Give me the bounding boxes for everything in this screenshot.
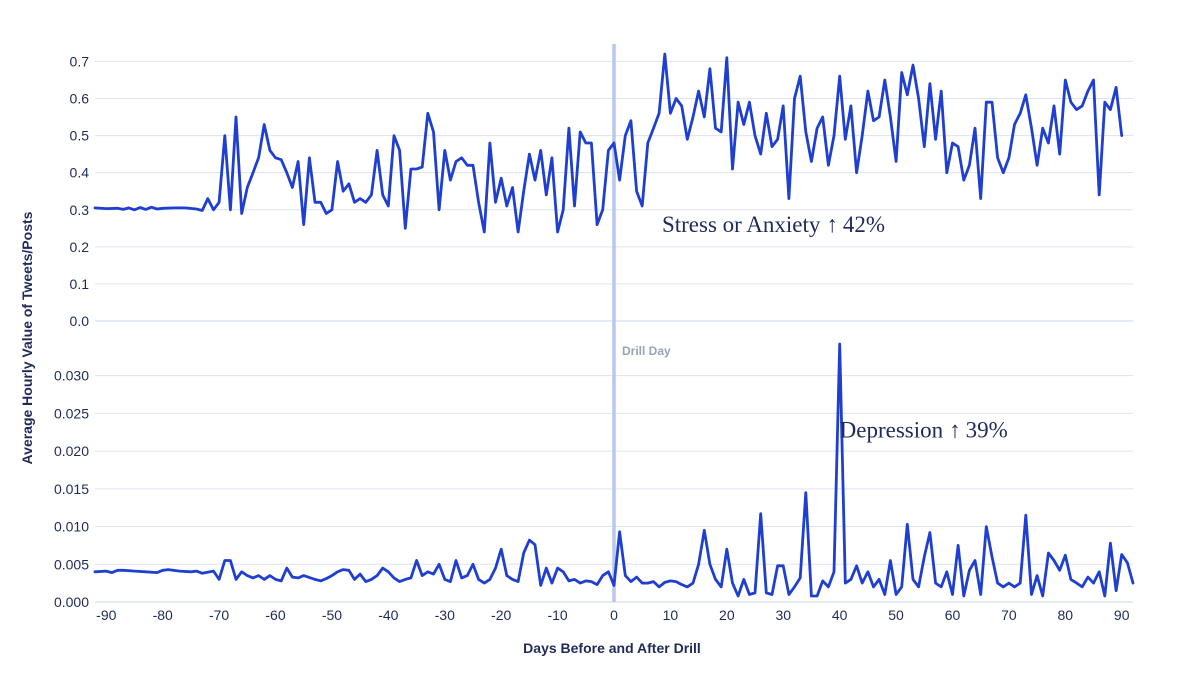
- depression-annotation: Depression ↑ 39%: [840, 418, 1008, 443]
- stress-anxiety-label: Stress or Anxiety: [662, 212, 821, 237]
- x-axis-title: Days Before and After Drill: [523, 640, 701, 656]
- y-tick-label: 0.4: [70, 165, 90, 181]
- y-tick-label: 0.025: [54, 405, 89, 421]
- x-tick-label: -80: [153, 607, 173, 623]
- x-tick-label: 80: [1058, 607, 1074, 623]
- y-tick-label: 0.3: [70, 202, 90, 218]
- y-tick-label: 0.005: [54, 556, 89, 572]
- x-tick-label: -20: [491, 607, 511, 623]
- x-tick-label: 90: [1114, 607, 1130, 623]
- depression-label: Depression: [840, 418, 944, 443]
- up-arrow-icon: ↑: [826, 212, 838, 237]
- y-tick-label: 0.2: [70, 239, 90, 255]
- x-tick-label: 30: [775, 607, 791, 623]
- x-tick-label: 10: [663, 607, 679, 623]
- y-axis-top-ticks: 0.0 0.1 0.2 0.3 0.4 0.5 0.6 0.7: [70, 53, 90, 329]
- x-tick-label: 50: [888, 607, 904, 623]
- y-tick-label: 0.0: [70, 313, 90, 329]
- series-lines: [93, 52, 1135, 598]
- stress-anxiety-annotation: Stress or Anxiety ↑ 42%: [662, 212, 885, 237]
- up-arrow-icon: ↑: [949, 418, 961, 443]
- y-axis-title: Average Hourly Value of Tweets/Posts: [19, 211, 35, 464]
- y-tick-label: 0.000: [54, 594, 89, 610]
- x-tick-label: -50: [322, 607, 342, 623]
- x-tick-label: 60: [945, 607, 961, 623]
- x-tick-label: 40: [832, 607, 848, 623]
- x-tick-label: 70: [1001, 607, 1017, 623]
- y-tick-label: 0.010: [54, 519, 89, 535]
- x-tick-label: -40: [378, 607, 398, 623]
- series-line-stress-or-anxiety: [93, 52, 1124, 234]
- series-line-depression: [93, 342, 1135, 598]
- depression-change: 39%: [966, 418, 1008, 443]
- x-tick-label: 20: [719, 607, 735, 623]
- y-tick-label: 0.1: [70, 276, 90, 292]
- y-tick-label: 0.6: [70, 91, 90, 107]
- x-tick-label: -10: [547, 607, 567, 623]
- x-tick-label: -60: [265, 607, 285, 623]
- x-tick-label: -70: [209, 607, 229, 623]
- y-tick-label: 0.5: [70, 128, 90, 144]
- y-axis-bottom-ticks: 0.000 0.005 0.010 0.015 0.020 0.025 0.030: [54, 368, 89, 610]
- drill-day-label: Drill Day: [622, 344, 671, 358]
- x-tick-label: -90: [96, 607, 116, 623]
- y-tick-label: 0.015: [54, 481, 89, 497]
- x-tick-label: -30: [435, 607, 455, 623]
- x-axis-ticks: -90 -80 -70 -60 -50 -40 -30 -20 -10 0 10 20 30 40 50 60…: [96, 607, 1130, 623]
- stress-anxiety-change: 42%: [843, 212, 885, 237]
- x-tick-label: 0: [610, 607, 618, 623]
- y-tick-label: 0.020: [54, 443, 89, 459]
- y-tick-label: 0.030: [54, 368, 89, 384]
- y-tick-label: 0.7: [70, 53, 90, 69]
